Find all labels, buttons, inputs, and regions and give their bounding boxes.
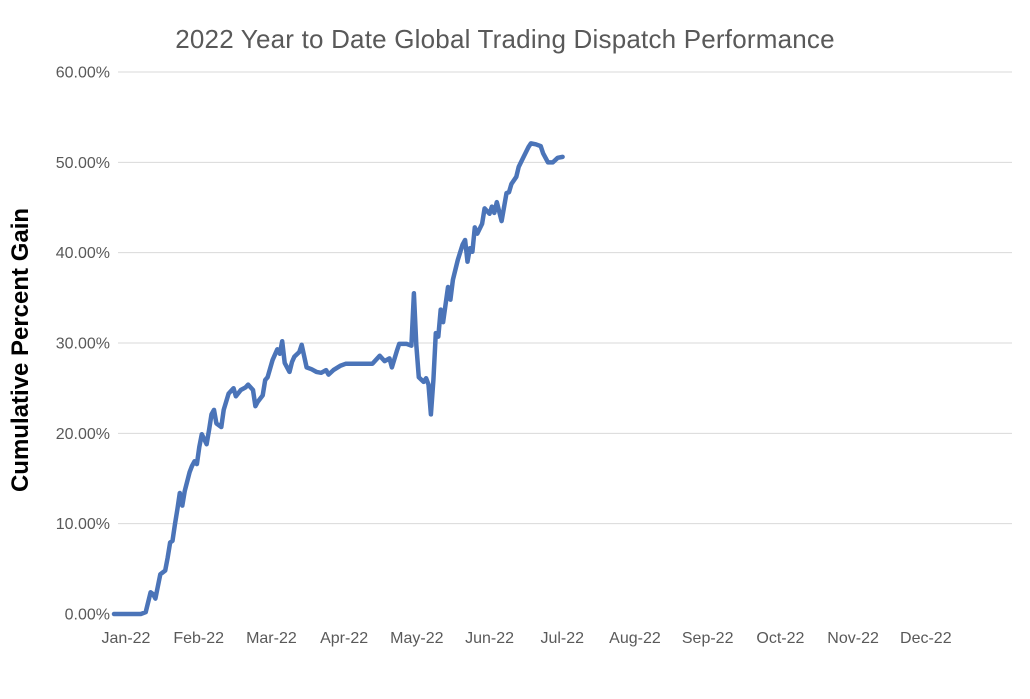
x-tick-label: Oct-22 <box>756 630 804 647</box>
x-tick-label: Mar-22 <box>246 630 297 647</box>
x-tick-label: Jul-22 <box>540 630 584 647</box>
series-line <box>111 141 565 617</box>
x-tick-label: Feb-22 <box>173 630 224 647</box>
y-tick-label: 0.00% <box>65 607 110 624</box>
y-tick-label: 60.00% <box>56 65 110 82</box>
x-tick-label: Aug-22 <box>609 630 661 647</box>
x-tick-label: Nov-22 <box>827 630 879 647</box>
x-tick-label: Dec-22 <box>900 630 952 647</box>
y-tick-label: 20.00% <box>56 426 110 443</box>
y-tick-label: 10.00% <box>56 516 110 533</box>
x-tick-label: Jun-22 <box>465 630 514 647</box>
y-tick-label: 30.00% <box>56 336 110 353</box>
y-tick-label: 40.00% <box>56 245 110 262</box>
y-tick-label: 50.00% <box>56 155 110 172</box>
x-tick-label: May-22 <box>390 630 443 647</box>
chart-title: 2022 Year to Date Global Trading Dispatc… <box>175 24 835 54</box>
x-tick-label: Jan-22 <box>102 630 151 647</box>
x-tick-label: Sep-22 <box>682 630 734 647</box>
x-tick-label: Apr-22 <box>320 630 368 647</box>
